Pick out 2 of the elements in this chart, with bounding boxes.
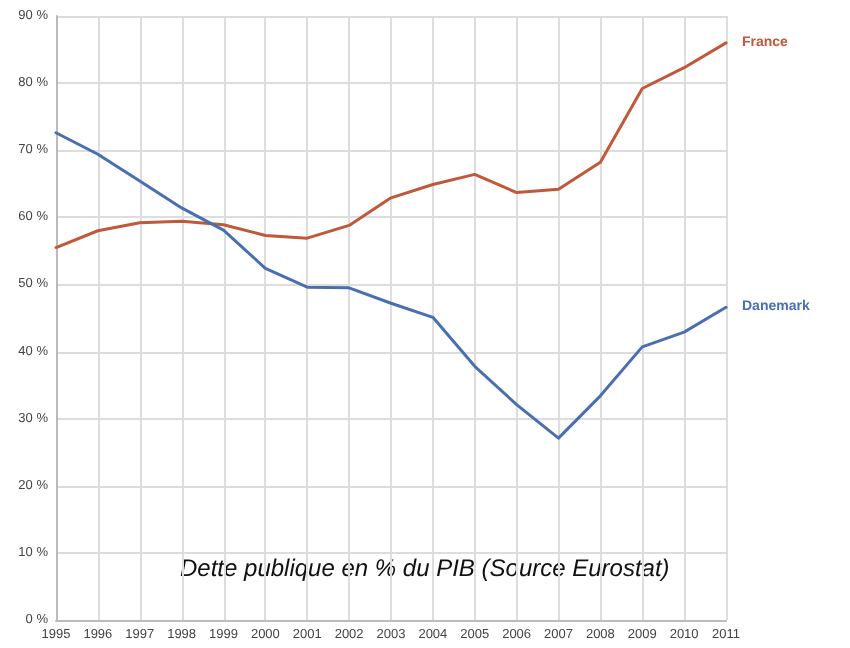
line-series [54, 41, 728, 250]
line-series [54, 131, 728, 440]
